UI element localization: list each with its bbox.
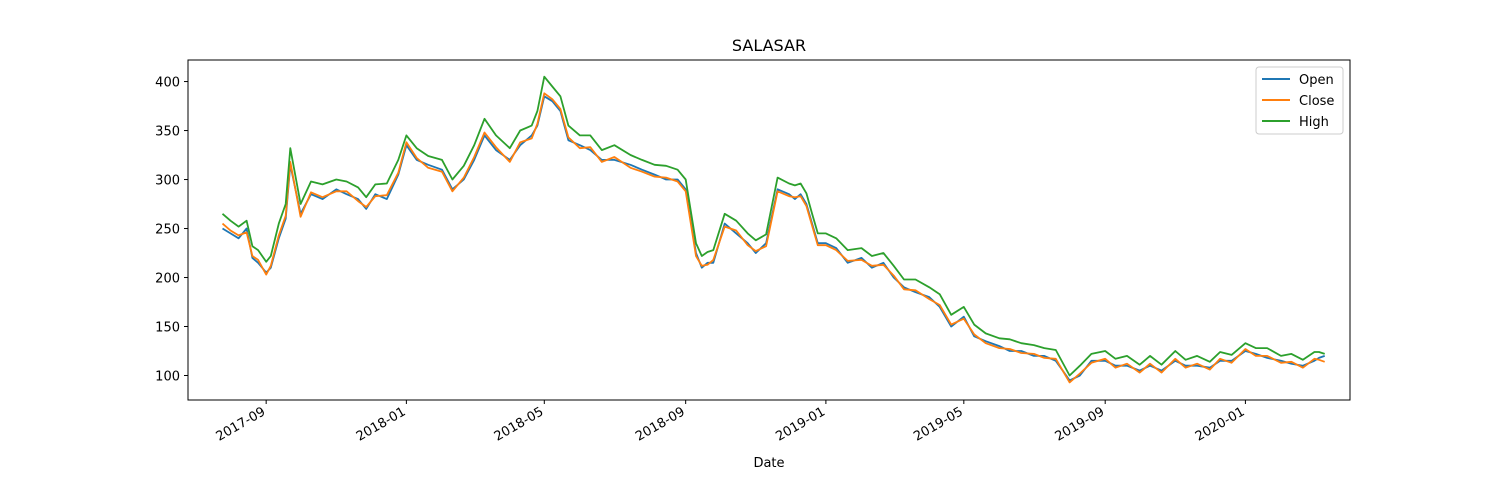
legend: Open Close High: [1255, 66, 1344, 135]
series-line-high: [221, 75, 1325, 377]
legend-box: [1255, 66, 1344, 135]
series-line-close: [221, 92, 1325, 384]
legend-label-close: Close: [1299, 94, 1334, 109]
y-tick-label: 400: [155, 76, 180, 91]
x-tick-label: 2018-01: [354, 404, 409, 444]
x-tick-label: 2019-01: [773, 404, 828, 444]
x-tick-label: 2019-05: [911, 404, 966, 444]
y-tick-label: 100: [155, 370, 180, 385]
chart-title: SALASAR: [732, 36, 806, 55]
legend-label-open: Open: [1299, 73, 1334, 88]
x-tick-label: 2017-09: [214, 404, 269, 444]
series-layer: [221, 75, 1325, 384]
x-axis: 2017-09 2018-01 2018-05 2018-09 2019-01 2019-…: [214, 400, 1248, 445]
y-tick-label: 250: [155, 223, 180, 238]
x-tick-label: 2018-09: [633, 404, 688, 444]
plot-frame: [187, 59, 1351, 401]
y-tick-label: 350: [155, 125, 180, 140]
x-axis-label: Date: [753, 456, 784, 471]
y-tick-label: 150: [155, 321, 180, 336]
x-tick-label: 2019-09: [1053, 404, 1108, 444]
x-tick-label: 2018-05: [492, 404, 547, 444]
y-axis: 100 150 200 250 300 350 400: [155, 76, 188, 385]
y-tick-label: 200: [155, 272, 180, 287]
x-tick-label: 2020-01: [1193, 404, 1248, 444]
legend-label-high: High: [1299, 115, 1329, 130]
y-tick-label: 300: [155, 174, 180, 189]
series-line-open: [222, 95, 1325, 382]
